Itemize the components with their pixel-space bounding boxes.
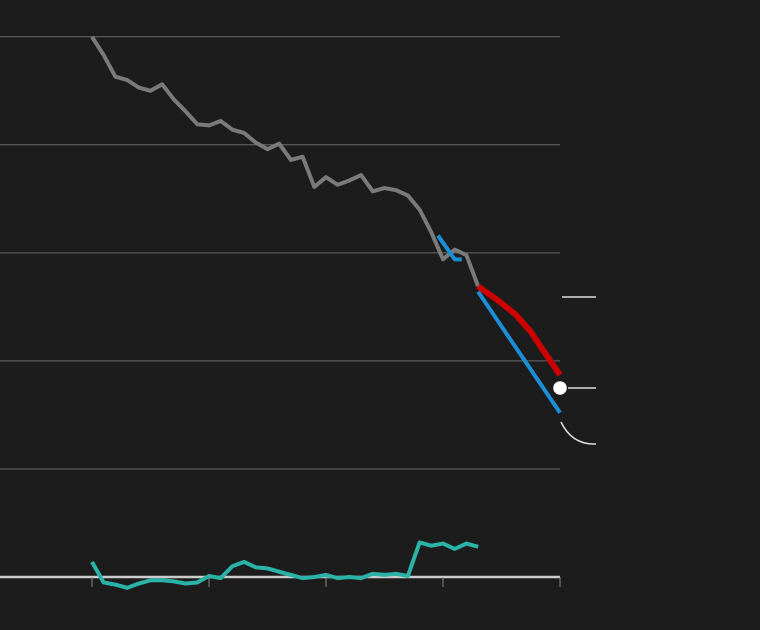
annotations bbox=[560, 296, 597, 445]
leader-arc bbox=[560, 421, 597, 445]
series-line bbox=[90, 540, 479, 590]
series-line bbox=[476, 290, 562, 414]
series-line bbox=[90, 35, 480, 288]
grid bbox=[0, 36, 561, 588]
lines bbox=[90, 35, 569, 590]
series-line bbox=[436, 234, 462, 262]
series-line bbox=[476, 283, 563, 377]
end-marker bbox=[551, 379, 569, 397]
